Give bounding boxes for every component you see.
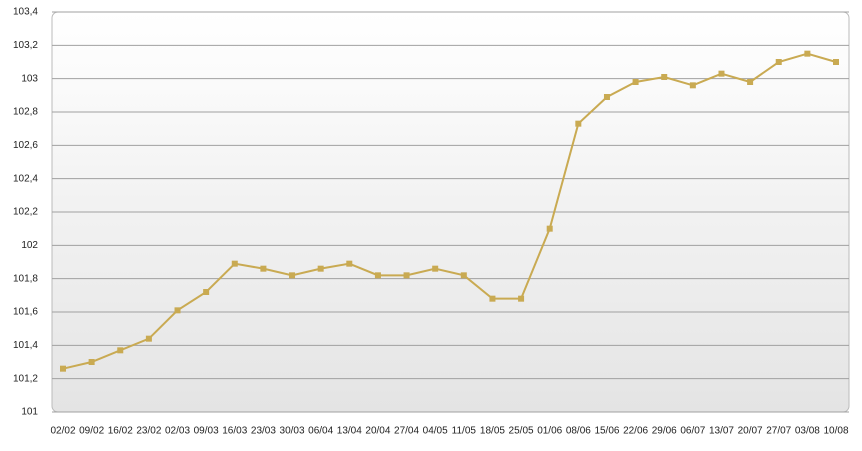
x-tick-label: 09/02 bbox=[79, 426, 104, 437]
y-tick-label: 102,6 bbox=[13, 140, 38, 151]
x-tick-label: 16/03 bbox=[222, 426, 247, 437]
y-tick-label: 103 bbox=[21, 73, 38, 84]
x-tick-label: 08/06 bbox=[566, 426, 591, 437]
marker bbox=[661, 74, 668, 80]
marker bbox=[203, 289, 210, 295]
x-tick-label: 06/07 bbox=[680, 426, 705, 437]
marker bbox=[747, 79, 754, 85]
marker bbox=[718, 70, 725, 77]
x-tick-label: 30/03 bbox=[280, 426, 305, 437]
x-tick-label: 13/04 bbox=[337, 426, 362, 437]
x-tick-label: 11/05 bbox=[452, 426, 477, 437]
marker bbox=[518, 295, 525, 302]
marker bbox=[317, 265, 324, 272]
x-tick-label: 23/02 bbox=[136, 426, 161, 437]
marker bbox=[775, 59, 782, 65]
marker bbox=[117, 347, 124, 354]
x-tick-label: 25/05 bbox=[509, 426, 534, 437]
x-tick-label: 29/06 bbox=[652, 426, 677, 437]
line bbox=[62, 52, 837, 370]
marker bbox=[289, 272, 296, 279]
marker bbox=[260, 265, 267, 272]
x-tick-label: 03/08 bbox=[795, 426, 820, 437]
x-tick-label: 23/03 bbox=[251, 426, 276, 437]
marker bbox=[60, 365, 66, 372]
y-tick-label: 101,2 bbox=[13, 373, 38, 384]
y-tick-label: 102,4 bbox=[13, 173, 38, 184]
marker bbox=[632, 79, 639, 85]
marker bbox=[603, 94, 610, 100]
marker bbox=[88, 359, 95, 365]
y-tick-label: 101,6 bbox=[13, 307, 38, 318]
y-tick-label: 102,2 bbox=[13, 207, 38, 218]
x-tick-label: 20/07 bbox=[738, 426, 763, 437]
marker bbox=[546, 225, 553, 232]
x-tick-label: 27/04 bbox=[394, 426, 419, 437]
marker bbox=[833, 59, 839, 65]
y-tick-label: 102 bbox=[21, 240, 38, 251]
y-tick-label: 101,4 bbox=[13, 340, 38, 351]
marker bbox=[231, 260, 238, 267]
x-tick-label: 02/03 bbox=[165, 426, 190, 437]
x-tick-label: 10/08 bbox=[823, 426, 848, 437]
x-tick-label: 02/02 bbox=[50, 426, 75, 437]
marker bbox=[174, 307, 181, 314]
y-tick-label: 101 bbox=[21, 407, 38, 418]
marker bbox=[374, 272, 381, 279]
x-tick-label: 16/02 bbox=[108, 426, 133, 437]
marker bbox=[575, 120, 582, 127]
x-tick-label: 22/06 bbox=[623, 426, 648, 437]
marker bbox=[432, 265, 439, 272]
y-tick-label: 103,2 bbox=[13, 40, 38, 51]
marker bbox=[460, 272, 467, 279]
x-tick-label: 09/03 bbox=[194, 426, 219, 437]
x-tick-label: 13/07 bbox=[709, 426, 734, 437]
y-tick-label: 102,8 bbox=[13, 107, 38, 118]
marker bbox=[489, 295, 496, 302]
marker bbox=[145, 335, 152, 342]
marker bbox=[403, 272, 410, 279]
y-tick-label: 101,8 bbox=[13, 273, 38, 284]
x-tick-label: 20/04 bbox=[365, 426, 390, 437]
x-tick-label: 18/05 bbox=[480, 426, 505, 437]
x-tick-label: 15/06 bbox=[594, 426, 619, 437]
y-tick-label: 103,4 bbox=[13, 7, 38, 18]
marker bbox=[346, 260, 353, 267]
x-tick-label: 01/06 bbox=[537, 426, 562, 437]
marker bbox=[689, 82, 696, 89]
x-tick-label: 04/05 bbox=[423, 426, 448, 437]
x-tick-label: 27/07 bbox=[766, 426, 791, 437]
marker bbox=[804, 50, 811, 57]
x-tick-label: 06/04 bbox=[308, 426, 333, 437]
